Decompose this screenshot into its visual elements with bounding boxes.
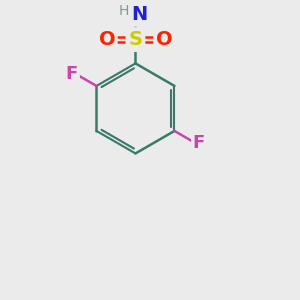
Text: N: N [131,5,147,24]
Text: H: H [119,4,129,18]
Text: S: S [128,30,142,49]
Text: F: F [66,65,78,83]
Text: F: F [193,134,205,152]
Text: O: O [99,30,115,49]
Text: O: O [156,30,172,49]
